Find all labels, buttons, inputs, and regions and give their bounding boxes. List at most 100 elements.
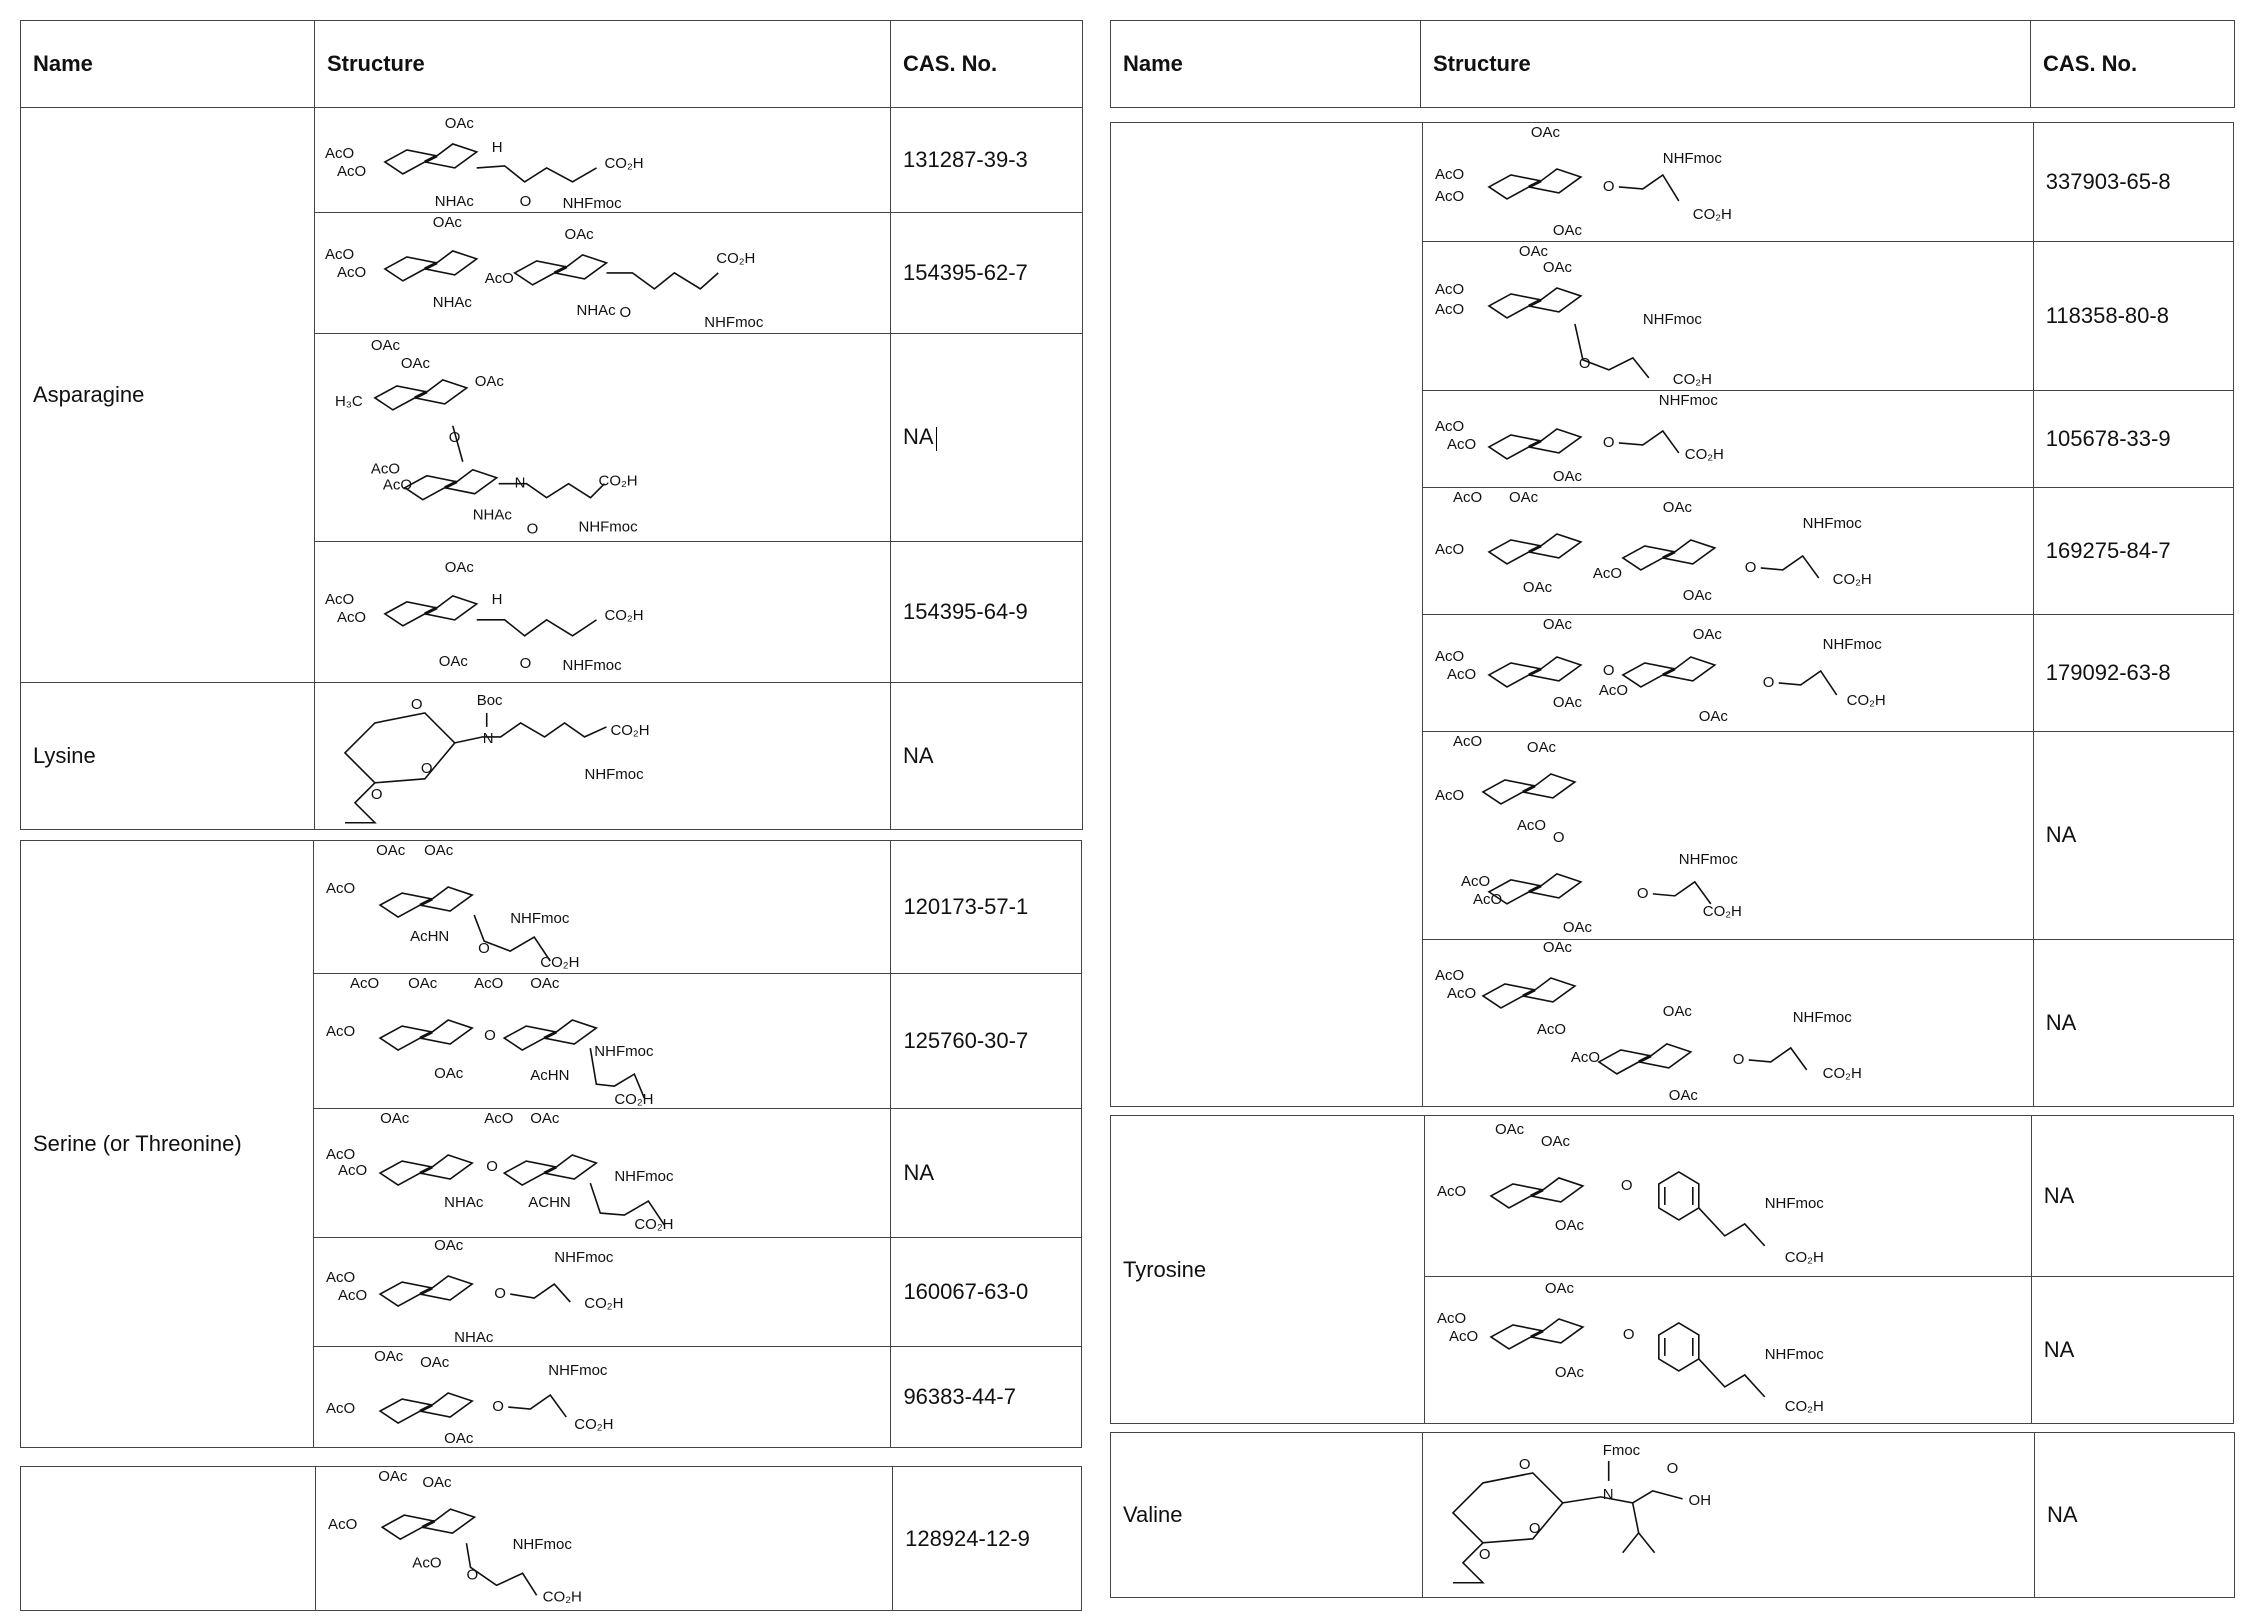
- molecule-drawing: OAc AcO OAc AcO AcO NHAc ACHN NHFmoc CO₂H O: [326, 1110, 674, 1233]
- structure-image: OAc OAc AcO AcHN NHFmoc CO₂H O: [312, 839, 892, 974]
- svg-text:CO₂H: CO₂H: [604, 607, 643, 624]
- molecule-drawing: O O O Fmoc N OH O: [1451, 1442, 1711, 1584]
- svg-text:AcO: AcO: [337, 163, 366, 180]
- svg-text:O: O: [411, 696, 423, 713]
- svg-text:OAc: OAc: [1555, 1364, 1585, 1381]
- header-structure: Structure: [1420, 20, 2031, 108]
- svg-text:O: O: [1667, 1460, 1679, 1477]
- cas-number: 125760-30-7: [890, 972, 1082, 1109]
- svg-text:AcO: AcO: [328, 1516, 357, 1533]
- svg-text:NHAc: NHAc: [435, 193, 475, 210]
- svg-text:O: O: [520, 193, 532, 210]
- right-header-table: Name Structure CAS. No.: [1110, 20, 2235, 108]
- svg-text:OAc: OAc: [1553, 694, 1583, 711]
- cas-number: 179092-63-8: [2032, 613, 2235, 732]
- svg-text:CO₂H: CO₂H: [1785, 1398, 1824, 1415]
- table-row: AcO AcO OAc OAc H O CO₂H NHFmoc 154395-64-9: [21, 541, 1083, 683]
- cas-number: 154395-62-7: [890, 211, 1083, 334]
- right-table-valine: Valine O O O Fmoc N OH O NA: [1110, 1431, 2235, 1598]
- right-table-panel: Name Structure CAS. No. OAc AcO AcO OAc NH…: [1109, 20, 2235, 1598]
- svg-text:O: O: [1553, 828, 1565, 845]
- svg-text:OAc: OAc: [434, 1238, 464, 1254]
- svg-text:OAc: OAc: [530, 1110, 560, 1127]
- svg-text:O: O: [478, 940, 490, 957]
- svg-text:CO₂H: CO₂H: [1823, 1065, 1862, 1082]
- svg-text:OAc: OAc: [434, 1065, 464, 1082]
- svg-text:OAc: OAc: [1519, 243, 1549, 260]
- svg-text:NHFmoc: NHFmoc: [554, 1249, 614, 1266]
- svg-text:O: O: [1623, 1326, 1635, 1343]
- svg-text:NHFmoc: NHFmoc: [594, 1043, 654, 1060]
- svg-text:CO₂H: CO₂H: [574, 1416, 613, 1433]
- table-row: Serine (or Threonine) OAc OAc AcO AcHN NHF…: [20, 839, 1082, 1449]
- row-name-empty: [1109, 121, 1424, 1108]
- structure-image: OAc AcO AcO AcO OAc AcO OAc NHFmoc CO₂H O: [1422, 939, 2034, 1108]
- cas-number: 120173-57-1: [890, 839, 1082, 974]
- svg-text:O: O: [1603, 434, 1615, 451]
- cas-number: NA: [2032, 939, 2235, 1108]
- svg-text:O: O: [1579, 355, 1591, 372]
- svg-text:OH: OH: [1689, 1492, 1711, 1509]
- svg-text:NHFmoc: NHFmoc: [1765, 1195, 1825, 1212]
- svg-text:NHFmoc: NHFmoc: [1663, 150, 1723, 167]
- svg-text:CO₂H: CO₂H: [1693, 206, 1732, 223]
- svg-text:O: O: [1519, 1456, 1531, 1473]
- structure-image: OAc AcO AcO NHAc NHFmoc CO₂H O: [312, 1237, 892, 1348]
- svg-text:OAc: OAc: [1563, 918, 1593, 935]
- svg-text:AcO: AcO: [1435, 188, 1464, 205]
- svg-text:NHFmoc: NHFmoc: [510, 910, 570, 927]
- cas-number: 154395-64-9: [890, 541, 1083, 683]
- svg-text:N: N: [483, 730, 494, 747]
- cas-number: NA: [2030, 1115, 2235, 1278]
- svg-text:AcO: AcO: [1447, 985, 1476, 1002]
- structure-image: O O O Boc N CO₂H NHFmoc: [314, 681, 891, 830]
- svg-text:OAc: OAc: [565, 226, 595, 243]
- left-table-panel: Name Structure CAS. No. Asparagine AcO Ac…: [19, 20, 1083, 1611]
- header-cas: CAS. No.: [2030, 20, 2235, 108]
- svg-text:AcO: AcO: [325, 246, 354, 263]
- svg-text:CO₂H: CO₂H: [1673, 371, 1712, 388]
- svg-text:CO₂H: CO₂H: [604, 155, 643, 172]
- svg-text:O: O: [486, 1158, 498, 1175]
- svg-text:NHAc: NHAc: [454, 1329, 494, 1346]
- table-row: OAc AcO AcO OAc NHFmoc CO₂H O 337903-65-8: [1109, 121, 2235, 1108]
- svg-text:AcO: AcO: [371, 460, 400, 477]
- svg-text:OAc: OAc: [401, 355, 431, 372]
- svg-text:NHFmoc: NHFmoc: [585, 766, 645, 783]
- svg-text:CO₂H: CO₂H: [634, 1216, 673, 1233]
- svg-text:AcO: AcO: [1447, 436, 1476, 453]
- structure-image: AcO AcO OAc OAc H O CO₂H NHFmoc: [314, 541, 891, 683]
- svg-text:CO₂H: CO₂H: [1847, 692, 1886, 709]
- svg-text:OAc: OAc: [380, 1110, 410, 1127]
- right-table-tyrosine: Tyrosine OAc OAc AcO OAc O NHFmoc CO₂H NA O…: [1109, 1115, 2235, 1424]
- cas-number: NA: [2030, 1276, 2235, 1424]
- cas-number: 96383-44-7: [890, 1346, 1082, 1449]
- svg-text:AcO: AcO: [1571, 1049, 1600, 1066]
- header-name: Name: [1110, 20, 1421, 108]
- svg-text:AcO: AcO: [1435, 541, 1464, 558]
- svg-text:O: O: [494, 1285, 506, 1302]
- table-row: OAc AcO AcO AcO OAc AcO OAc NHFmoc CO₂H O NA: [1111, 939, 2235, 1108]
- svg-text:OAc: OAc: [408, 975, 438, 992]
- svg-text:CO₂H: CO₂H: [543, 1589, 582, 1606]
- molecule-drawing: AcO OAc AcO OAc AcO OAc AcHN NHFmoc CO₂H O: [326, 975, 654, 1108]
- svg-text:AcO: AcO: [1435, 648, 1464, 665]
- structure-image: O O O Fmoc N OH O: [1422, 1431, 2035, 1598]
- svg-text:O: O: [371, 786, 383, 803]
- svg-text:OAc: OAc: [1669, 1087, 1699, 1104]
- svg-text:O: O: [1637, 884, 1649, 901]
- structure-image: OAc OAc AcO OAc NHFmoc CO₂H O: [312, 1346, 892, 1449]
- left-table: Name Structure CAS. No. Asparagine AcO Ac…: [20, 20, 1083, 830]
- svg-text:NHFmoc: NHFmoc: [548, 1362, 608, 1379]
- svg-text:NHFmoc: NHFmoc: [513, 1537, 573, 1554]
- svg-text:O: O: [527, 520, 539, 537]
- svg-text:AcO: AcO: [325, 591, 354, 608]
- svg-text:O: O: [1603, 178, 1615, 195]
- molecule-drawing: OAc AcO AcO OAc O NHFmoc CO₂H: [1437, 1280, 1824, 1415]
- row-name-lysine: Lysine: [20, 681, 315, 830]
- svg-text:Fmoc: Fmoc: [1603, 1442, 1641, 1459]
- table-row: AcO AcO OAc OAc NHAc AcO NHAc O CO₂H NHFmoc 1…: [21, 211, 1083, 334]
